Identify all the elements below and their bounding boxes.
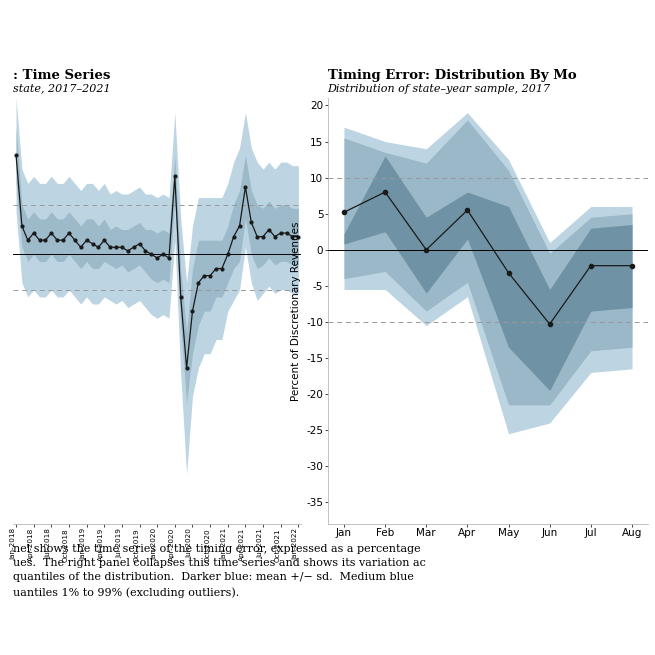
Y-axis label: Percent of Discretionary Revenues: Percent of Discretionary Revenues [291, 221, 301, 401]
Text: state, 2017–2021: state, 2017–2021 [13, 84, 111, 94]
Text: Timing Error: Distribution By Mo: Timing Error: Distribution By Mo [328, 69, 576, 82]
Text: Distribution of state–year sample, 2017: Distribution of state–year sample, 2017 [328, 84, 551, 94]
Text: : Time Series: : Time Series [13, 69, 111, 82]
Text: nel shows the time series of the timing error, expressed as a percentage
ues.  T: nel shows the time series of the timing … [13, 544, 426, 598]
